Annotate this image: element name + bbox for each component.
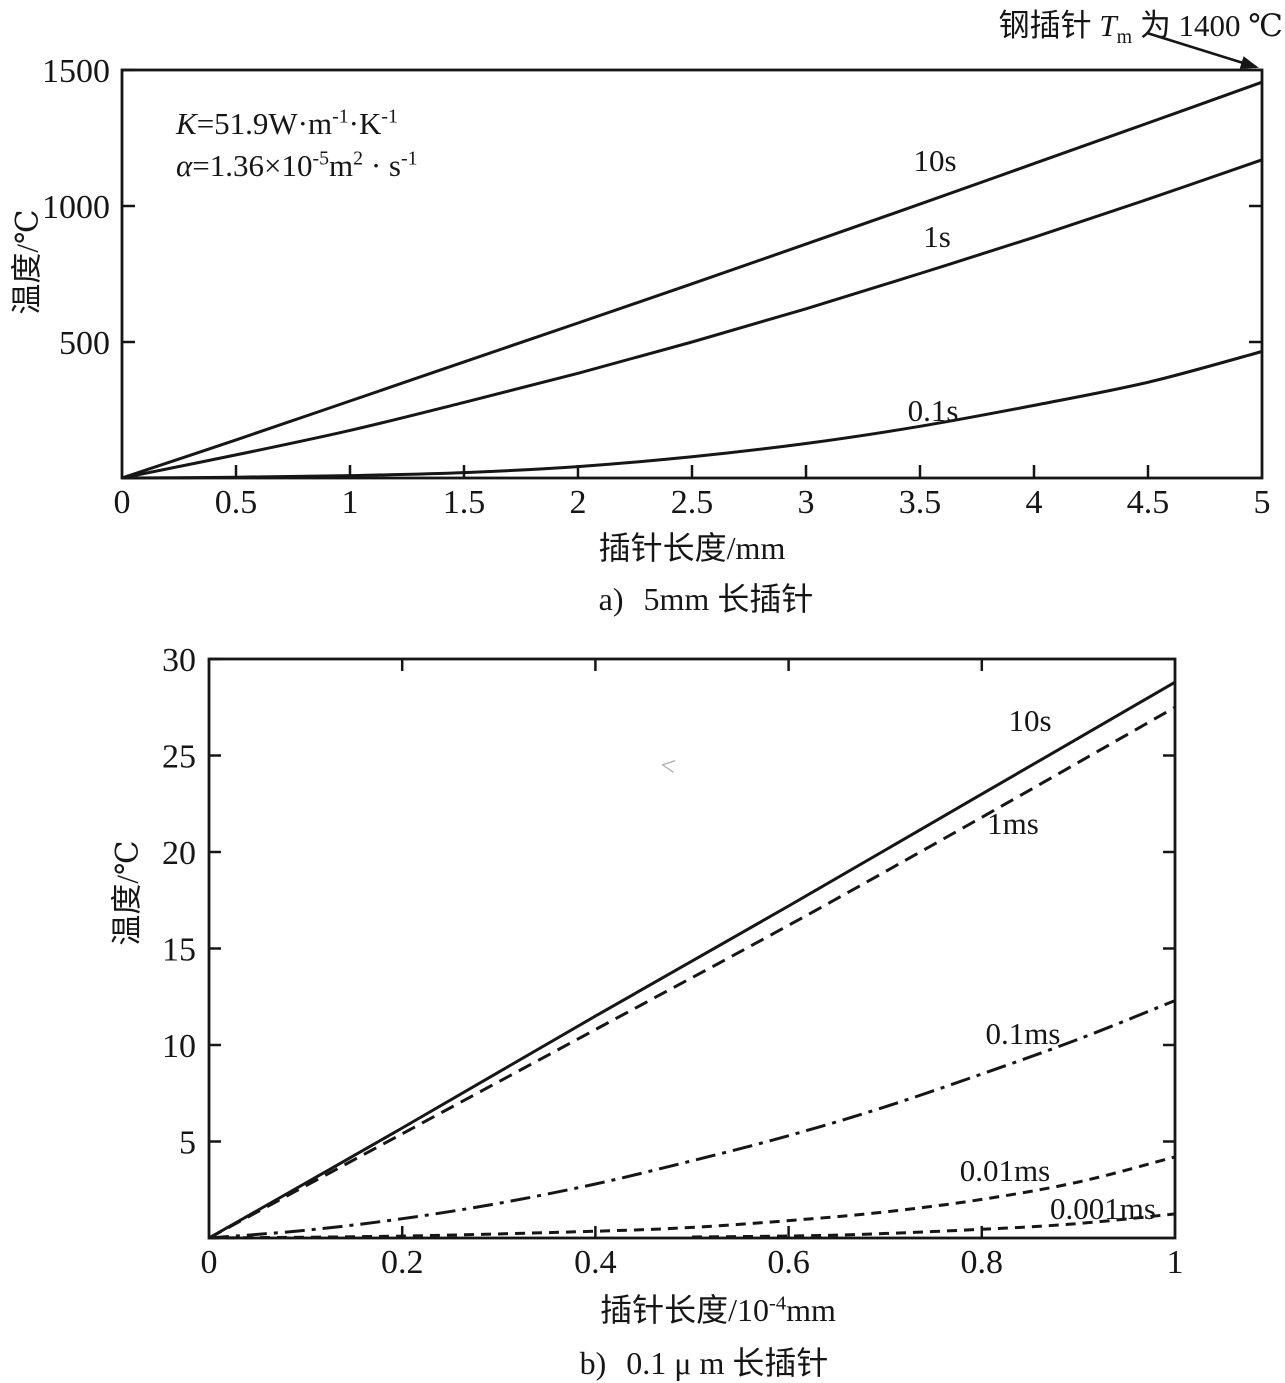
thermal-conductivity-formula: K=51.9W·m-1·K-1 bbox=[176, 105, 398, 141]
x-tick-label: 1.5 bbox=[443, 484, 486, 521]
melting-point-annotation: 钢插针 Tm 为 1400 ℃ bbox=[998, 8, 1283, 49]
x-tick-label: 4 bbox=[1026, 484, 1043, 521]
x-tick-label: 3.5 bbox=[899, 484, 942, 521]
thermal-diffusivity-formula: α=1.36×10-5m2 · s-1 bbox=[176, 147, 418, 183]
y-tick-label: 1500 bbox=[42, 53, 110, 90]
series-label-1s: 1s bbox=[923, 219, 951, 254]
series-path-10s bbox=[121, 80, 1263, 480]
x-tick-label: 1 bbox=[1167, 1244, 1184, 1281]
x-tick-label: 0.4 bbox=[574, 1244, 617, 1281]
series-label-1ms: 1ms bbox=[987, 806, 1039, 841]
series-path-1ms bbox=[208, 705, 1176, 1240]
x-tick-label: 0 bbox=[114, 484, 131, 521]
annotation-text: 钢插针 bbox=[998, 8, 1100, 43]
series-label-10s: 10s bbox=[1008, 703, 1051, 738]
y-tick-label: 25 bbox=[162, 738, 196, 775]
y-tick-label: 500 bbox=[59, 325, 110, 362]
series-path-0.01ms bbox=[208, 1155, 1176, 1240]
chart-a-x-axis-title: 插针长度/mm bbox=[598, 530, 786, 566]
x-tick-label: 0.6 bbox=[767, 1244, 810, 1281]
series-path-0.1s bbox=[121, 350, 1263, 480]
y-tick-label: 20 bbox=[162, 835, 196, 872]
plot-border bbox=[207, 657, 1177, 1240]
chart-a-caption: a) 5mm 长插针 bbox=[598, 581, 814, 617]
series-path-10s bbox=[208, 680, 1176, 1240]
x-tick-label: 2.5 bbox=[671, 484, 714, 521]
series-label-0.1s: 0.1s bbox=[908, 393, 959, 428]
y-tick-label: 15 bbox=[162, 931, 196, 968]
series-label-0.1ms: 0.1ms bbox=[986, 1016, 1061, 1051]
x-tick-label: 0.2 bbox=[381, 1244, 424, 1281]
x-tick-label: 1 bbox=[342, 484, 359, 521]
x-tick-label: 0 bbox=[201, 1244, 218, 1281]
chart-b-caption: b) 0.1 μ m 长插针 bbox=[579, 1345, 829, 1381]
series-path-0.1ms bbox=[208, 999, 1176, 1240]
series-label-10s: 10s bbox=[913, 143, 956, 178]
y-tick-label: 30 bbox=[162, 642, 196, 679]
x-tick-label: 4.5 bbox=[1127, 484, 1170, 521]
chart-a-y-axis-title: 温度/℃ bbox=[9, 209, 45, 315]
x-tick-label: 0.8 bbox=[961, 1244, 1004, 1281]
annotation-arrowhead bbox=[1239, 56, 1259, 69]
x-tick-label: 3 bbox=[798, 484, 815, 521]
x-tick-label: 5 bbox=[1254, 484, 1271, 521]
series-label-0.001ms: 0.001ms bbox=[1050, 1191, 1156, 1226]
y-tick-label: 10 bbox=[162, 1028, 196, 1065]
chart-b-y-axis-title: 温度/℃ bbox=[109, 840, 145, 946]
series-path-1s bbox=[121, 158, 1263, 480]
x-tick-label: 2 bbox=[570, 484, 587, 521]
chart-b-x-axis-title: 插针长度/10-4mm bbox=[600, 1292, 836, 1328]
series-label-0.01ms: 0.01ms bbox=[960, 1153, 1050, 1188]
y-tick-label: 5 bbox=[179, 1124, 196, 1161]
annotation-arrow-line bbox=[1146, 31, 1257, 69]
y-tick-label: 1000 bbox=[42, 189, 110, 226]
x-tick-label: 0.5 bbox=[215, 484, 258, 521]
